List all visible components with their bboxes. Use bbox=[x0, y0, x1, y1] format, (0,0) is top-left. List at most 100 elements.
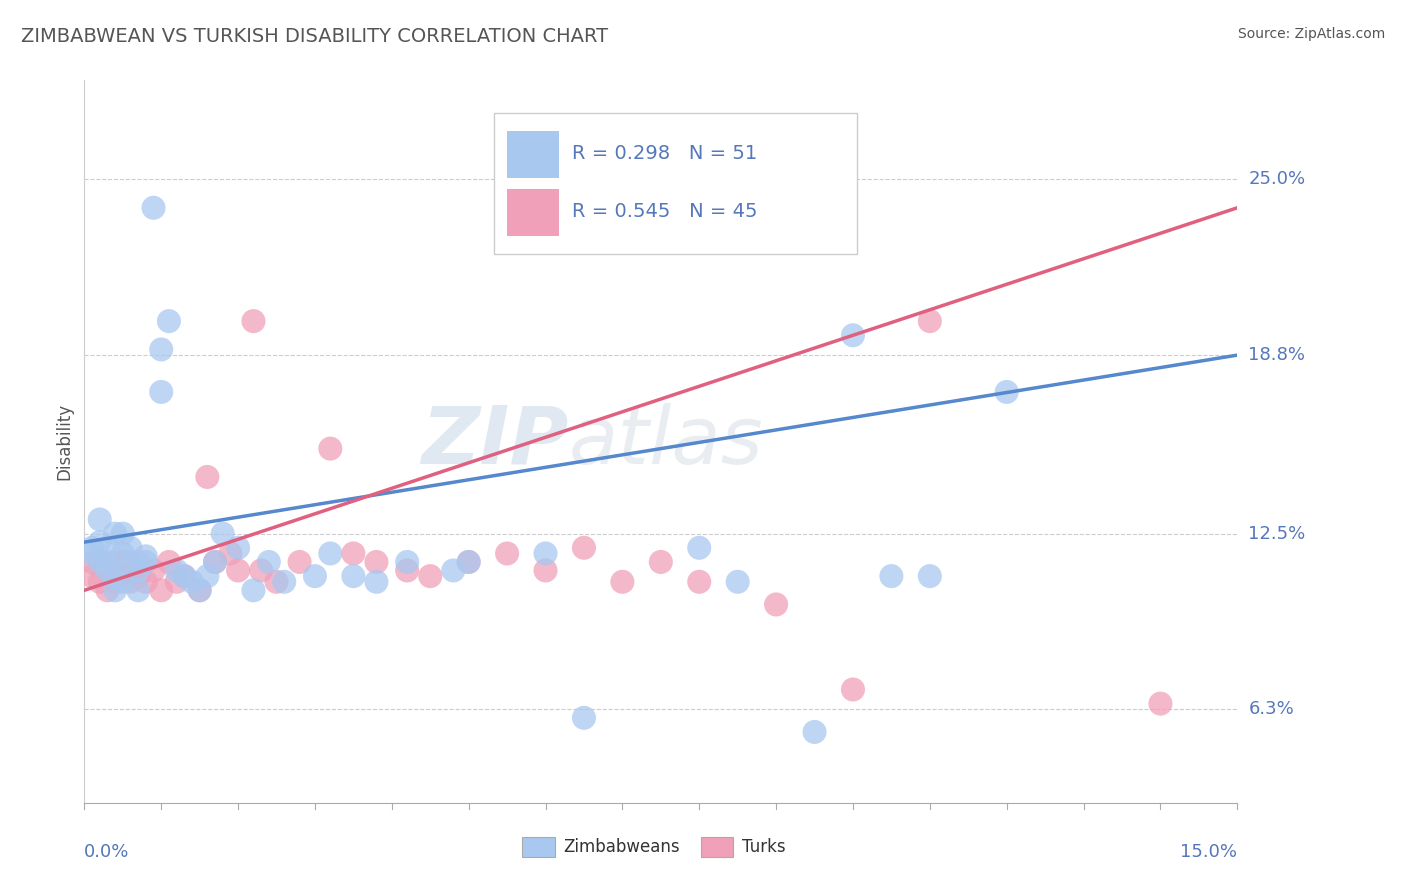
Point bbox=[918, 314, 941, 328]
Text: 15.0%: 15.0% bbox=[1180, 843, 1237, 861]
Point bbox=[142, 201, 165, 215]
Point bbox=[534, 546, 557, 560]
Point bbox=[135, 555, 157, 569]
Point bbox=[880, 569, 903, 583]
Text: Turks: Turks bbox=[741, 838, 785, 855]
Point bbox=[96, 564, 118, 578]
Point bbox=[441, 564, 464, 578]
Bar bbox=[508, 188, 560, 235]
Point bbox=[803, 725, 825, 739]
Point bbox=[195, 470, 218, 484]
Point bbox=[250, 564, 273, 578]
Point bbox=[120, 574, 142, 589]
Point bbox=[135, 549, 157, 564]
Point bbox=[127, 569, 149, 583]
Point bbox=[688, 541, 710, 555]
Point bbox=[342, 569, 364, 583]
Text: R = 0.545   N = 45: R = 0.545 N = 45 bbox=[572, 202, 758, 221]
Point bbox=[127, 555, 149, 569]
Text: 18.8%: 18.8% bbox=[1249, 346, 1305, 364]
Text: Source: ZipAtlas.com: Source: ZipAtlas.com bbox=[1237, 27, 1385, 41]
Point bbox=[612, 574, 634, 589]
Point bbox=[173, 569, 195, 583]
Point bbox=[534, 564, 557, 578]
Point bbox=[166, 574, 188, 589]
Point bbox=[319, 442, 342, 456]
Point bbox=[80, 555, 103, 569]
Point bbox=[80, 541, 103, 555]
Point bbox=[727, 574, 749, 589]
Point bbox=[188, 583, 211, 598]
Point bbox=[120, 555, 142, 569]
Point bbox=[396, 555, 419, 569]
Point bbox=[366, 574, 388, 589]
Point bbox=[89, 555, 111, 569]
Point bbox=[366, 555, 388, 569]
Bar bbox=[702, 837, 734, 857]
Point bbox=[89, 512, 111, 526]
Point bbox=[842, 682, 865, 697]
Point bbox=[150, 343, 173, 357]
Point bbox=[288, 555, 311, 569]
Point bbox=[181, 574, 204, 589]
Point bbox=[457, 555, 479, 569]
Point bbox=[273, 574, 295, 589]
Point bbox=[242, 583, 264, 598]
Point bbox=[188, 583, 211, 598]
Point bbox=[572, 711, 595, 725]
Point bbox=[80, 569, 103, 583]
Point bbox=[257, 555, 280, 569]
Point bbox=[319, 546, 342, 560]
Point bbox=[457, 555, 479, 569]
Point bbox=[104, 583, 127, 598]
Point bbox=[150, 583, 173, 598]
Point bbox=[111, 546, 134, 560]
Point bbox=[226, 541, 249, 555]
Y-axis label: Disability: Disability bbox=[55, 403, 73, 480]
Point bbox=[918, 569, 941, 583]
Point bbox=[157, 555, 180, 569]
Point bbox=[96, 583, 118, 598]
Text: R = 0.298   N = 51: R = 0.298 N = 51 bbox=[572, 145, 758, 163]
Point bbox=[142, 564, 165, 578]
Text: ZIMBABWEAN VS TURKISH DISABILITY CORRELATION CHART: ZIMBABWEAN VS TURKISH DISABILITY CORRELA… bbox=[21, 27, 609, 45]
Point bbox=[120, 564, 142, 578]
Point bbox=[166, 564, 188, 578]
Point bbox=[104, 569, 127, 583]
Text: Zimbabweans: Zimbabweans bbox=[562, 838, 679, 855]
Point bbox=[173, 569, 195, 583]
Point bbox=[1149, 697, 1171, 711]
Point bbox=[135, 574, 157, 589]
Point bbox=[572, 541, 595, 555]
Point bbox=[96, 541, 118, 555]
Text: ZIP: ZIP bbox=[422, 402, 568, 481]
Point bbox=[89, 555, 111, 569]
Point bbox=[242, 314, 264, 328]
Point bbox=[96, 555, 118, 569]
Point bbox=[89, 574, 111, 589]
Point bbox=[688, 574, 710, 589]
Point bbox=[104, 526, 127, 541]
Point bbox=[150, 384, 173, 399]
Bar bbox=[523, 837, 555, 857]
Point bbox=[204, 555, 226, 569]
Point bbox=[266, 574, 288, 589]
Point bbox=[304, 569, 326, 583]
Text: 0.0%: 0.0% bbox=[84, 843, 129, 861]
Point bbox=[127, 564, 149, 578]
Point bbox=[650, 555, 672, 569]
Text: 6.3%: 6.3% bbox=[1249, 700, 1294, 718]
Text: 25.0%: 25.0% bbox=[1249, 170, 1306, 188]
Point bbox=[104, 574, 127, 589]
Point bbox=[765, 598, 787, 612]
Point bbox=[219, 546, 242, 560]
Point bbox=[226, 564, 249, 578]
Point bbox=[111, 555, 134, 569]
Point bbox=[419, 569, 441, 583]
Point bbox=[127, 583, 149, 598]
Point bbox=[80, 546, 103, 560]
Point bbox=[211, 526, 233, 541]
Text: atlas: atlas bbox=[568, 402, 763, 481]
Text: 12.5%: 12.5% bbox=[1249, 524, 1306, 542]
Point bbox=[342, 546, 364, 560]
